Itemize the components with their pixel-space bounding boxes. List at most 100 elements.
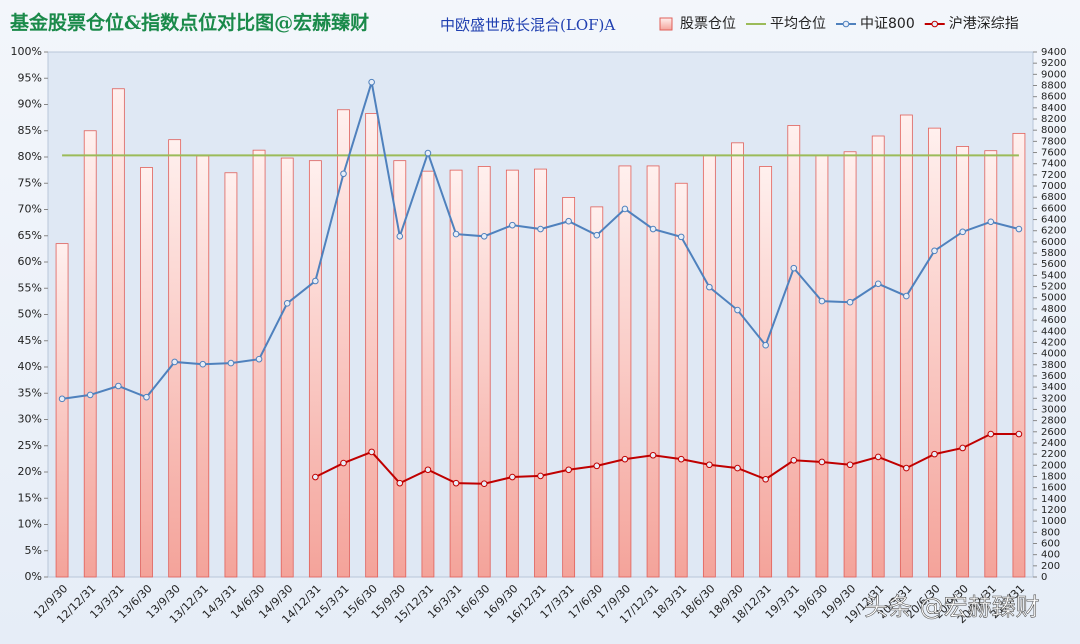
bar: [477, 166, 491, 578]
y2-tick-label: 7600: [1041, 148, 1066, 159]
y2-tick-label: 2200: [1041, 449, 1066, 460]
point: [649, 451, 657, 459]
bar: [449, 169, 463, 578]
y2-tick-label: 8200: [1041, 114, 1066, 125]
bar: [83, 130, 97, 578]
point: [143, 393, 150, 401]
legend-swatch: [659, 17, 673, 31]
point: [312, 473, 319, 481]
point: [734, 306, 741, 314]
y-tick-label: 75%: [18, 176, 42, 189]
point: [874, 280, 882, 288]
bar: [55, 243, 69, 578]
y-tick-label: 50%: [18, 308, 42, 321]
y2-tick-label: 2600: [1041, 427, 1066, 438]
point: [762, 341, 769, 349]
point: [903, 292, 910, 300]
legend-label: 平均仓位: [770, 16, 826, 32]
y2-tick-label: 5000: [1041, 293, 1066, 304]
y2-tick-label: 1200: [1041, 505, 1066, 516]
y2-tick-label: 4200: [1041, 337, 1066, 348]
y-tick-label: 25%: [18, 439, 42, 452]
y2-tick-label: 8000: [1041, 125, 1066, 136]
point: [452, 479, 460, 487]
point: [959, 228, 966, 236]
y2-tick-label: 6600: [1041, 203, 1066, 214]
point: [396, 233, 404, 240]
y-tick-label: 80%: [18, 150, 42, 163]
y2-tick-label: 5200: [1041, 282, 1066, 293]
point: [537, 225, 544, 233]
bar: [843, 151, 857, 578]
point: [452, 230, 460, 238]
bar: [731, 142, 744, 578]
bar: [562, 197, 576, 578]
y2-tick-label: 2400: [1041, 438, 1066, 449]
point: [790, 264, 798, 272]
point: [227, 359, 235, 367]
y2-tick-label: 0: [1041, 572, 1047, 583]
bar: [252, 149, 266, 578]
y-tick-label: 65%: [18, 229, 42, 242]
bar: [928, 127, 941, 578]
y2-tick-label: 400: [1041, 550, 1060, 561]
bar: [111, 88, 125, 578]
y-tick-label: 5%: [25, 544, 42, 557]
bar: [646, 165, 660, 578]
y-tick-label: 35%: [18, 386, 42, 399]
point: [931, 450, 938, 458]
y2-tick-label: 3400: [1041, 382, 1066, 393]
point: [312, 277, 319, 285]
y2-tick-label: 2000: [1041, 460, 1066, 471]
point: [58, 395, 66, 403]
bar: [899, 114, 913, 578]
y2-tick-label: 6800: [1041, 192, 1066, 203]
point: [987, 430, 995, 438]
y2-tick-label: 6200: [1041, 226, 1066, 237]
y-tick-label: 15%: [18, 491, 42, 504]
point: [593, 462, 601, 470]
point: [621, 455, 629, 463]
bar: [280, 157, 294, 578]
bar: [702, 155, 716, 578]
y-tick-label: 100%: [11, 45, 42, 58]
bar: [337, 109, 350, 578]
bar: [871, 135, 885, 578]
point: [424, 466, 432, 474]
y-tick-label: 70%: [18, 203, 42, 216]
y2-tick-label: 5400: [1041, 270, 1066, 281]
y2-tick-label: 9200: [1041, 58, 1066, 69]
y2-tick-label: 1400: [1041, 494, 1066, 505]
bar: [308, 160, 322, 578]
point: [396, 479, 404, 487]
y2-tick-label: 6000: [1041, 237, 1066, 248]
y2-tick-label: 600: [1041, 538, 1060, 549]
y2-tick-label: 3000: [1041, 404, 1066, 415]
point: [593, 231, 601, 239]
watermark: 头条 @宏赫臻财: [864, 593, 1040, 621]
point: [565, 466, 572, 474]
y2-tick-label: 1000: [1041, 516, 1066, 527]
y-tick-label: 60%: [18, 255, 42, 268]
point: [649, 225, 657, 233]
y2-tick-label: 5600: [1041, 259, 1066, 270]
point: [340, 459, 347, 467]
bar: [365, 113, 379, 578]
y2-tick-label: 8400: [1041, 103, 1066, 114]
point: [368, 78, 375, 86]
legend-label: 中证800: [860, 16, 915, 32]
point: [987, 218, 995, 226]
chart-title: 基金股票仓位&指数点位对比图@宏赫臻财: [9, 11, 369, 34]
y2-tick-label: 1600: [1041, 483, 1066, 494]
bar: [759, 166, 773, 578]
bar: [956, 146, 970, 578]
point: [846, 461, 854, 469]
bar: [421, 170, 435, 578]
y2-tick-label: 4800: [1041, 304, 1066, 315]
point: [677, 455, 685, 463]
point: [903, 464, 910, 472]
y-tick-label: 0%: [25, 570, 42, 583]
y-tick-label: 20%: [18, 465, 42, 478]
y-tick-label: 55%: [18, 281, 42, 294]
